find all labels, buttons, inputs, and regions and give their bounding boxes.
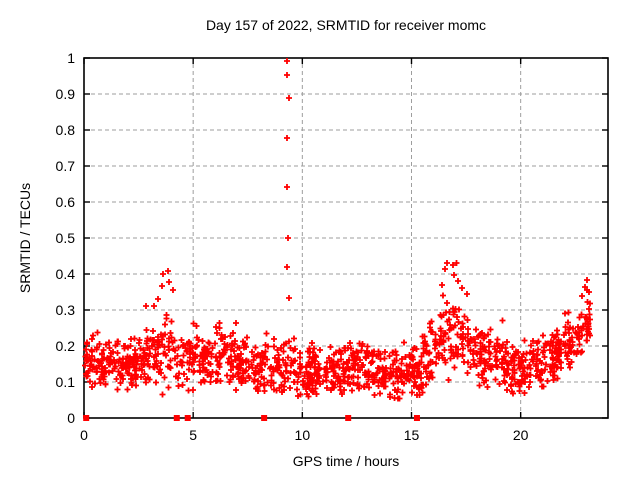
x-tick-label: 20 [513, 427, 529, 443]
y-tick-label: 0.1 [56, 374, 76, 390]
y-tick-label: 0.7 [56, 158, 76, 174]
axis-tick-labels: 0 5 10 15 20 0 0.1 0.2 0.3 0.4 0.5 0.6 0.7 0.8 0.9 1 [56, 50, 529, 443]
x-tick-label: 5 [189, 427, 197, 443]
y-tick-label: 0.8 [56, 122, 76, 138]
y-tick-label: 0.5 [56, 230, 76, 246]
y-tick-label: 0.2 [56, 338, 76, 354]
x-tick-label: 10 [295, 427, 311, 443]
zero-square-marker [261, 415, 268, 421]
zero-value-markers [83, 415, 420, 421]
y-tick-label: 0.6 [56, 194, 76, 210]
x-tick-label: 15 [404, 427, 420, 443]
chart-title: Day 157 of 2022, SRMTID for receiver mom… [206, 17, 486, 33]
y-tick-label: 0.3 [56, 302, 76, 318]
zero-square-marker [173, 415, 180, 421]
scatter-points [82, 58, 593, 402]
scatter-plus-markers [82, 58, 593, 402]
y-tick-label: 0 [67, 410, 75, 426]
y-axis-title: SRMTID / TECUs [17, 183, 33, 293]
zero-square-marker [83, 415, 90, 421]
y-tick-label: 0.9 [56, 86, 76, 102]
zero-square-marker [184, 415, 191, 421]
zero-square-marker [345, 415, 352, 421]
x-axis-title: GPS time / hours [293, 453, 400, 469]
x-tick-label: 0 [80, 427, 88, 443]
y-tick-label: 0.4 [56, 266, 76, 282]
y-tick-label: 1 [67, 50, 75, 66]
zero-square-marker [413, 415, 420, 421]
